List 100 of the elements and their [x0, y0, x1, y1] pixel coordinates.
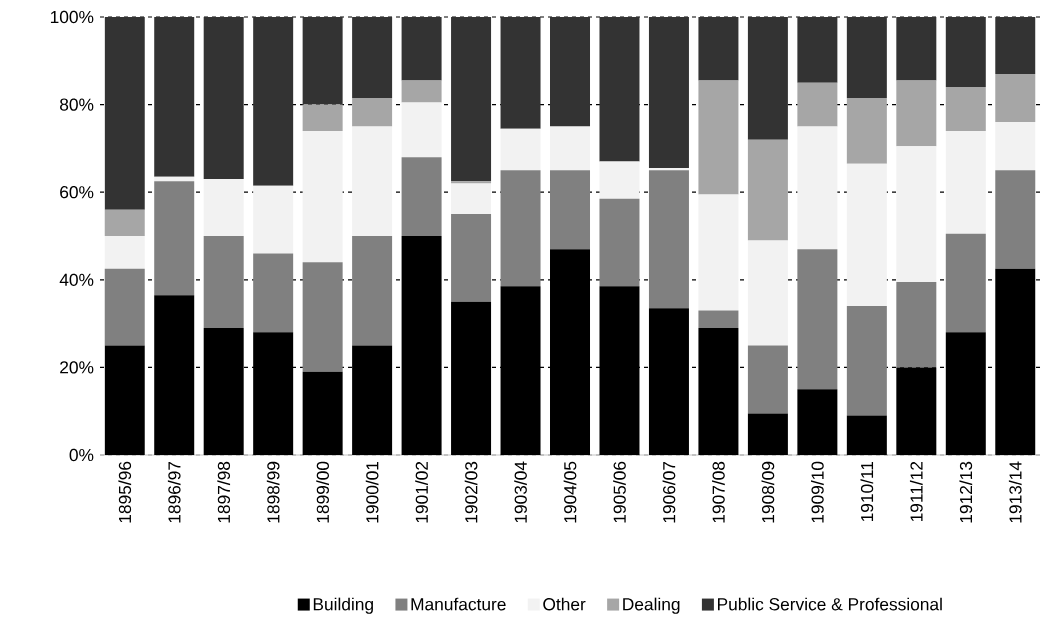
bar	[302, 130, 343, 263]
bar	[451, 181, 492, 184]
x-tick-label: 1903/04	[514, 461, 527, 523]
x-tick-label: 1913/14	[1008, 461, 1022, 523]
bar	[797, 249, 838, 390]
bar	[945, 17, 986, 88]
bar	[846, 98, 887, 164]
bar	[747, 17, 788, 140]
y-tick-label: 60%	[60, 186, 94, 199]
x-tick-label: 1911/12	[909, 461, 923, 522]
bar	[797, 389, 838, 455]
bar	[896, 17, 937, 81]
bar	[797, 126, 838, 250]
bar	[203, 179, 244, 236]
bar	[896, 80, 937, 147]
bar	[896, 146, 937, 282]
bar	[698, 194, 739, 311]
x-tick-label: 1904/05	[563, 461, 577, 523]
x-tick-label: 1905/06	[613, 461, 626, 523]
bar	[747, 413, 788, 455]
bar	[253, 185, 294, 254]
y-tick-label: 80%	[60, 98, 94, 111]
bar	[648, 170, 689, 309]
x-tick-label: 1902/03	[464, 461, 478, 523]
bar	[302, 262, 343, 372]
bar	[500, 17, 541, 129]
bar	[599, 198, 640, 287]
bar	[451, 214, 492, 302]
bar	[154, 295, 195, 455]
bar	[599, 17, 640, 162]
bar	[995, 170, 1036, 269]
bar	[846, 17, 887, 99]
bar	[451, 183, 492, 215]
bar	[648, 17, 689, 169]
bar	[648, 168, 689, 171]
bar	[846, 163, 887, 307]
x-tick-label: 1906/07	[662, 461, 676, 523]
bar	[104, 209, 145, 236]
bar	[104, 236, 145, 269]
legend-label: Manufacture	[411, 597, 506, 611]
bar	[945, 233, 986, 333]
bar	[648, 308, 689, 455]
bar	[698, 327, 739, 455]
legend-label: Building	[313, 597, 373, 614]
bar	[203, 17, 244, 180]
bar	[747, 139, 788, 241]
bar	[698, 310, 739, 328]
x-tick-label: 1912/13	[959, 461, 973, 523]
bar	[550, 170, 591, 250]
bar	[550, 126, 591, 171]
bar	[896, 281, 937, 368]
y-tick-label: 20%	[60, 361, 94, 374]
bar	[747, 345, 788, 414]
bar	[945, 87, 986, 131]
bar	[995, 122, 1036, 171]
bar	[698, 80, 739, 195]
bar	[154, 181, 195, 296]
y-tick-label: 40%	[59, 273, 94, 286]
bar	[352, 17, 393, 99]
bar	[747, 240, 788, 346]
bar	[797, 82, 838, 127]
bar	[302, 17, 343, 105]
y-tick-label: 100%	[50, 10, 94, 24]
bar	[253, 253, 294, 333]
bar	[104, 268, 145, 346]
bar	[500, 170, 541, 287]
y-tick-label: 0%	[69, 448, 94, 462]
bar	[352, 236, 393, 346]
bar	[451, 17, 492, 182]
bar	[401, 102, 442, 158]
bar	[104, 345, 145, 455]
x-tick-label: 1901/02	[415, 461, 428, 523]
bar	[698, 17, 739, 81]
x-tick-label: 1898/99	[266, 461, 280, 523]
bar	[995, 17, 1036, 74]
bar	[352, 98, 393, 127]
bar	[352, 126, 393, 236]
bar	[846, 306, 887, 416]
legend-label: Other	[543, 597, 586, 611]
x-tick-label: 1907/08	[712, 461, 725, 523]
x-tick-label: 1909/10	[811, 461, 824, 523]
bar	[550, 17, 591, 127]
bar	[253, 17, 294, 186]
x-tick-label: 1910/11	[860, 461, 874, 522]
bar	[302, 371, 343, 455]
bar	[104, 17, 145, 210]
bar	[154, 17, 195, 177]
bar	[599, 161, 640, 199]
bar	[203, 236, 244, 328]
legend-label: Public Service & Professional	[717, 597, 942, 611]
bar	[797, 17, 838, 83]
x-tick-label: 1899/00	[316, 461, 329, 523]
x-tick-label: 1896/97	[167, 461, 181, 523]
bar	[401, 80, 442, 103]
x-tick-label: 1908/09	[761, 461, 775, 523]
legend-label: Dealing	[623, 597, 680, 614]
bar	[500, 128, 541, 171]
bar	[401, 157, 442, 236]
bar	[302, 104, 343, 131]
bar	[401, 17, 442, 81]
